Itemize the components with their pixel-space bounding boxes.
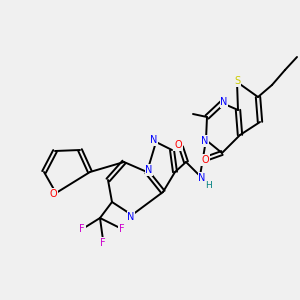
Text: F: F <box>79 224 85 234</box>
Text: O: O <box>201 155 209 165</box>
Text: H: H <box>206 181 212 190</box>
Text: N: N <box>201 136 209 146</box>
Text: S: S <box>234 76 240 86</box>
Text: N: N <box>150 135 158 145</box>
Text: F: F <box>100 238 106 248</box>
Text: F: F <box>119 224 125 234</box>
Text: N: N <box>145 165 153 175</box>
Text: N: N <box>220 97 228 107</box>
Text: N: N <box>198 173 206 183</box>
Text: O: O <box>174 140 182 150</box>
Text: N: N <box>127 212 135 222</box>
Text: O: O <box>49 189 57 199</box>
